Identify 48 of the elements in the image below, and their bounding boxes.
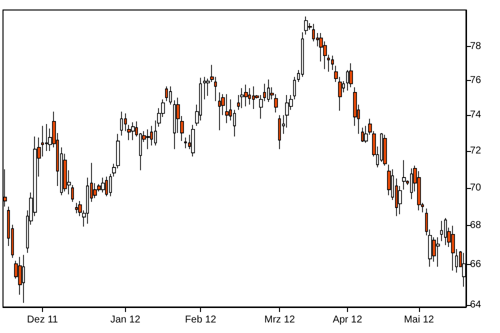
- y-tick-label: 68: [470, 220, 482, 232]
- x-tick-label: Mrz 12: [264, 314, 296, 326]
- y-tick-label: 64: [470, 299, 482, 310]
- y-tick-label: 78: [470, 40, 482, 52]
- candlestick: [436, 236, 440, 268]
- candlestick: [383, 134, 387, 166]
- candlestick: [278, 114, 281, 150]
- candlestick: [146, 128, 150, 150]
- x-tick-label: Dez 11: [27, 314, 58, 326]
- candlestick: [22, 254, 25, 304]
- candlestick: [169, 86, 172, 106]
- x-tick-label: Jan 12: [110, 314, 141, 326]
- y-tick-label: 74: [470, 110, 482, 121]
- candlestick: [225, 94, 229, 124]
- candlestick: [105, 176, 108, 197]
- candlestick: [240, 88, 244, 109]
- candlestick: [451, 225, 455, 272]
- candlestick: [101, 177, 105, 193]
- candlestick: [402, 160, 406, 190]
- candlestick: [410, 168, 413, 200]
- y-tick-label: 66: [470, 259, 482, 270]
- candlestick: [387, 164, 391, 196]
- x-tick-label: Feb 12: [185, 314, 217, 326]
- candlestick: [173, 100, 176, 150]
- candlestick: [331, 55, 334, 70]
- candlestick: [252, 86, 255, 110]
- candlestick: [109, 173, 112, 197]
- candlestick: [248, 88, 251, 106]
- candlestick: [184, 137, 187, 149]
- candlestick: [131, 122, 135, 141]
- candlestick: [165, 86, 168, 102]
- candlestick: [349, 62, 353, 88]
- x-tick-label: Apr 12: [332, 314, 363, 326]
- y-tick-label: 76: [470, 74, 482, 86]
- x-tick-label: Mai 12: [404, 314, 434, 326]
- y-tick-label: 70: [470, 182, 482, 194]
- candlestick: [191, 124, 195, 157]
- candlestick: [120, 111, 123, 136]
- candlestick: [444, 218, 447, 246]
- candlestick: [361, 127, 364, 142]
- candlestick: [440, 220, 443, 242]
- candlestick: [75, 202, 78, 214]
- candlestick: [267, 79, 270, 102]
- candlestick: [304, 16, 308, 36]
- y-tick-label: 72: [470, 145, 482, 156]
- candlestick: [203, 76, 206, 100]
- candlestick: [218, 92, 221, 131]
- candlestick: [244, 84, 248, 107]
